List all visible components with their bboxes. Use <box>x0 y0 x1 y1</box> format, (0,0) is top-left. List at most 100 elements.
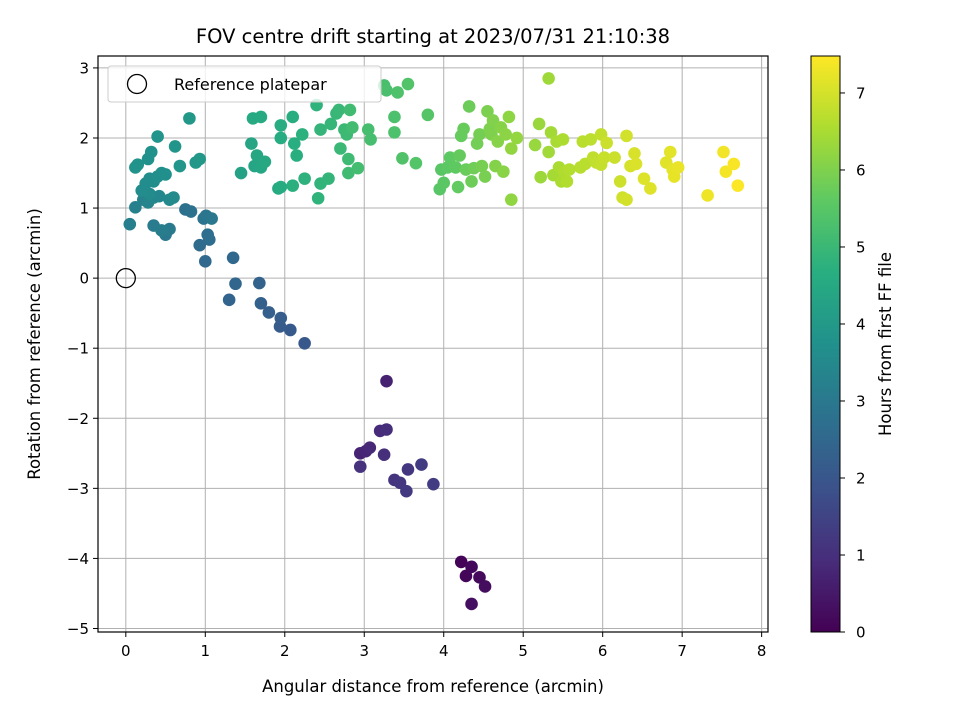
data-point <box>391 86 404 99</box>
data-point <box>409 156 423 170</box>
data-point <box>504 142 518 155</box>
data-point <box>727 157 741 171</box>
data-point <box>284 323 297 337</box>
data-point <box>421 108 435 122</box>
data-point <box>600 136 613 150</box>
y-tick-label: 1 <box>79 200 89 218</box>
data-point <box>324 117 338 131</box>
x-tick-label: 6 <box>598 642 608 660</box>
x-tick-label: 2 <box>280 642 290 660</box>
y-tick-label: −3 <box>67 480 89 498</box>
data-point <box>532 117 546 131</box>
data-point <box>229 277 242 291</box>
data-point <box>465 560 478 574</box>
data-point <box>449 161 462 174</box>
data-point <box>563 163 576 176</box>
colorbar-tick-label: 7 <box>856 84 866 102</box>
colorbar-tick-label: 0 <box>856 624 866 642</box>
data-point <box>334 142 347 155</box>
data-point <box>478 170 492 183</box>
x-tick-label: 4 <box>439 642 449 660</box>
data-point <box>499 128 513 141</box>
data-point <box>396 152 409 165</box>
data-point <box>364 133 377 146</box>
reference-marker <box>115 267 136 289</box>
data-point <box>184 205 198 218</box>
data-point <box>193 152 207 166</box>
data-point <box>481 105 494 118</box>
data-point <box>504 193 518 206</box>
legend-marker <box>126 73 148 95</box>
data-point <box>663 145 677 159</box>
data-point <box>222 293 236 307</box>
data-point <box>462 100 476 113</box>
data-point <box>608 151 621 164</box>
data-point <box>560 175 574 188</box>
grid-lines <box>98 56 768 632</box>
data-point <box>288 137 301 150</box>
data-point <box>342 166 355 180</box>
data-point <box>459 569 473 583</box>
data-point <box>254 110 268 124</box>
data-point <box>205 212 218 225</box>
data-point <box>129 201 142 214</box>
data-point <box>556 133 570 146</box>
data-point <box>620 193 633 206</box>
data-point <box>253 276 266 290</box>
y-tick-label: 2 <box>79 129 89 147</box>
data-point <box>534 170 547 184</box>
y-tick-label: 0 <box>79 270 89 288</box>
colorbar-tick-label: 5 <box>856 238 866 256</box>
data-point <box>401 77 415 91</box>
y-axis-ticks: −5 −4 −3 −2 −1 0 1 2 3 <box>67 59 98 638</box>
data-point <box>193 238 207 252</box>
data-point <box>542 145 555 159</box>
data-point <box>497 165 510 178</box>
data-point <box>274 180 288 194</box>
data-point <box>201 228 214 241</box>
x-axis-ticks: 0 1 2 3 4 5 6 7 8 <box>121 632 766 660</box>
data-point <box>286 179 300 192</box>
colorbar-gradient <box>811 56 840 632</box>
data-point <box>346 121 359 134</box>
data-point <box>510 131 524 145</box>
data-point <box>151 130 164 143</box>
data-point <box>167 191 180 204</box>
data-point <box>183 112 196 125</box>
legend-box <box>107 65 382 103</box>
data-point <box>544 126 558 139</box>
colorbar-label: Hours from first FF file <box>876 252 895 436</box>
data-point <box>465 597 478 611</box>
data-point <box>144 145 158 159</box>
data-point <box>245 137 258 150</box>
data-point <box>542 72 555 85</box>
data-point <box>274 119 288 132</box>
legend: Reference platepar <box>107 65 382 103</box>
data-point <box>159 168 172 181</box>
x-axis-label: Angular distance from reference (arcmin) <box>262 677 604 696</box>
data-point <box>295 128 309 141</box>
data-point <box>274 131 288 145</box>
data-point <box>475 159 489 173</box>
data-point <box>644 182 657 195</box>
data-point <box>123 217 137 231</box>
data-point <box>388 110 401 124</box>
x-tick-label: 7 <box>677 642 687 660</box>
colorbar-ticks: 0 1 2 3 4 5 6 7 <box>840 84 866 642</box>
data-point <box>437 176 451 190</box>
x-tick-label: 8 <box>757 642 767 660</box>
colorbar: 0 1 2 3 4 5 6 7 Hours from first FF file <box>810 55 895 642</box>
y-tick-label: 3 <box>79 59 89 77</box>
data-point <box>597 151 611 164</box>
legend-entry: Reference platepar <box>174 75 327 94</box>
data-point <box>401 463 415 476</box>
data-point <box>168 140 182 153</box>
data-point <box>322 172 335 185</box>
data-point <box>443 151 457 164</box>
data-point <box>314 123 327 136</box>
data-point <box>388 126 401 139</box>
data-point <box>173 159 187 173</box>
data-point <box>671 161 685 174</box>
data-point <box>528 138 542 152</box>
